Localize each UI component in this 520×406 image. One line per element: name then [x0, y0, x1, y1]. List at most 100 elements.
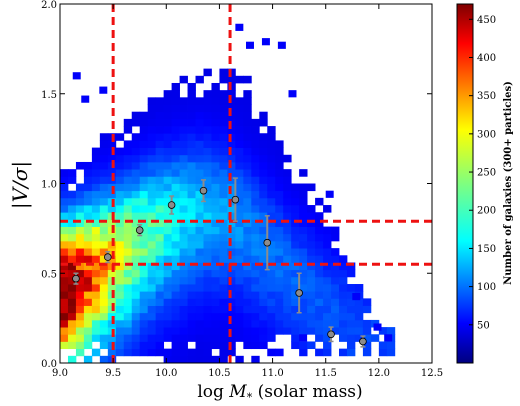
heatmap-cell: [147, 327, 157, 335]
heatmap-cell: [211, 169, 220, 177]
heatmap-cell: [115, 334, 125, 342]
heatmap-cell: [195, 205, 204, 213]
heatmap-cell: [147, 291, 157, 299]
heatmap-cell: [299, 255, 308, 263]
heatmap-cell: [275, 233, 284, 242]
heatmap-cell: [139, 305, 149, 314]
heatmap-cell: [187, 197, 196, 206]
heatmap-cell: [99, 298, 109, 306]
heatmap-cell: [67, 319, 77, 328]
heatmap-cell: [163, 219, 172, 227]
heatmap-cell: [75, 255, 85, 263]
heatmap-cell: [219, 255, 228, 263]
heatmap-cell: [203, 205, 212, 213]
heatmap-cell: [243, 75, 252, 84]
heatmap-cell: [331, 291, 340, 299]
heatmap-cell: [187, 161, 196, 170]
heatmap-cell: [131, 147, 141, 156]
heatmap-cell: [275, 226, 284, 235]
heatmap-cell: [123, 255, 133, 263]
heatmap-cell: [187, 118, 196, 127]
colorbar-tick-label: 150: [477, 244, 496, 255]
heatmap-cell: [99, 154, 109, 163]
heatmap-cell: [203, 154, 212, 163]
heatmap-cell: [171, 312, 180, 321]
heatmap-cell: [219, 284, 228, 292]
heatmap-cell: [139, 133, 149, 141]
heatmap-cell: [307, 341, 316, 350]
heatmap-cell: [115, 183, 125, 192]
heatmap-cell: [227, 82, 236, 91]
heatmap-cells: [60, 23, 396, 363]
heatmap-cell: [251, 298, 260, 306]
heatmap-cell: [67, 355, 77, 363]
heatmap-cell: [195, 219, 204, 227]
heatmap-cell: [171, 226, 180, 235]
x-axis-label-var: M: [228, 382, 247, 402]
heatmap-cell: [171, 255, 180, 263]
heatmap-cell: [219, 248, 228, 256]
heatmap-cell: [219, 240, 228, 249]
heatmap-cell: [259, 111, 268, 120]
heatmap-cell: [291, 233, 300, 242]
heatmap-cell: [235, 205, 244, 213]
heatmap-cell: [203, 126, 212, 134]
heatmap-cell: [362, 327, 372, 335]
heatmap-cell: [147, 205, 157, 213]
heatmap-cell: [171, 147, 180, 156]
heatmap-cell: [291, 319, 300, 328]
heatmap-cell: [315, 284, 324, 292]
heatmap-cell: [171, 183, 180, 192]
heatmap-cell: [123, 176, 133, 184]
heatmap-cell: [60, 305, 69, 314]
heatmap-cell: [131, 348, 141, 357]
x-axis-label-suffix: (solar mass): [252, 382, 362, 402]
heatmap-cell: [171, 240, 180, 249]
heatmap-cell: [267, 190, 276, 199]
heatmap-cell: [251, 169, 260, 177]
heatmap-cell: [131, 161, 141, 170]
heatmap-cell: [346, 284, 356, 292]
heatmap-cell: [203, 291, 212, 299]
heatmap-cell: [203, 212, 212, 220]
heatmap-cell: [131, 169, 141, 177]
heatmap-cell: [219, 319, 228, 328]
heatmap-cell: [323, 305, 332, 314]
colorbar: 50 100 150 200 250 300 350 400 450 Number of gal…: [456, 3, 514, 364]
heatmap-cell: [179, 305, 188, 314]
heatmap-cell: [195, 140, 204, 148]
heatmap-cell: [227, 240, 236, 249]
heatmap-cell: [83, 334, 93, 342]
heatmap-cell: [163, 248, 172, 256]
heatmap-cell: [123, 183, 133, 192]
heatmap-cell: [131, 298, 141, 306]
heatmap-cell: [259, 262, 268, 271]
heatmap-cell: [243, 126, 252, 134]
heatmap-cell: [275, 284, 284, 292]
heatmap-cell: [267, 284, 276, 292]
heatmap-cell: [83, 205, 93, 213]
heatmap-cell: [354, 305, 364, 314]
heatmap-cell: [211, 90, 220, 98]
heatmap-cell: [91, 269, 101, 278]
heatmap-cell: [131, 327, 141, 335]
heatmap-cell: [171, 161, 180, 170]
heatmap-cell: [211, 269, 220, 278]
heatmap-cell: [171, 248, 180, 256]
heatmap-cell: [115, 197, 125, 206]
heatmap-cell: [115, 226, 125, 235]
heatmap-cell: [60, 248, 69, 256]
heatmap-cell: [99, 319, 109, 328]
heatmap-cell: [139, 327, 149, 335]
heatmap-cell: [139, 147, 149, 156]
heatmap-cell: [60, 276, 69, 285]
heatmap-cell: [171, 169, 180, 177]
heatmap-cell: [235, 190, 244, 199]
heatmap-cell: [115, 348, 125, 357]
heatmap-cell: [155, 212, 165, 220]
heatmap-cell: [323, 262, 332, 271]
heatmap-cell: [219, 75, 228, 84]
heatmap-cell: [227, 212, 236, 220]
heatmap-cell: [203, 327, 212, 335]
heatmap-cell: [83, 341, 93, 350]
